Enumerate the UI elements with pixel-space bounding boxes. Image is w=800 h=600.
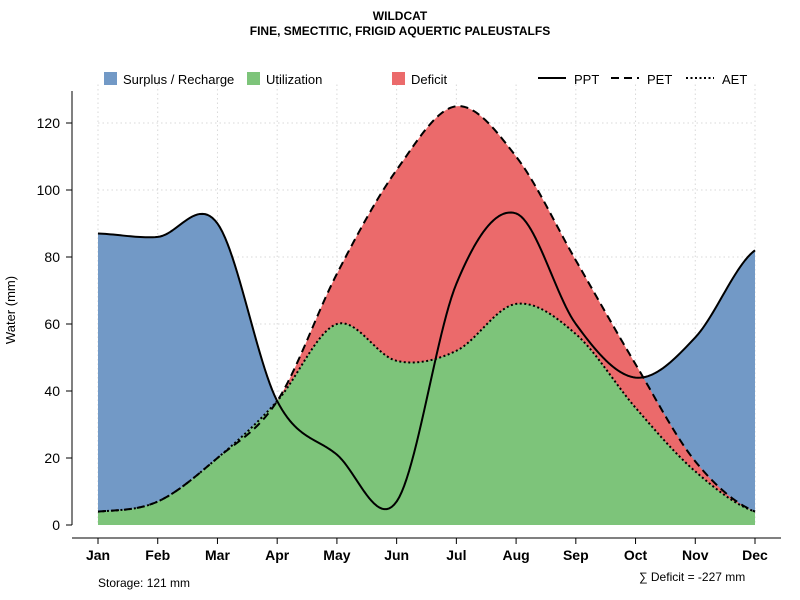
chart-title: WILDCAT [372,9,428,23]
y-tick-label: 80 [44,249,60,265]
x-tick-label: Jul [446,547,466,563]
x-tick-label: Jan [86,547,110,563]
aet-series-line [97,302,756,513]
storage-annotation: Storage: 121 mm [98,576,191,590]
x-tick-label: Jun [384,547,409,563]
ppt-series-line [97,211,756,511]
y-tick-label: 0 [52,517,60,533]
x-tick-label: Feb [145,547,170,563]
deficit-annotation: ∑ Deficit = -227 mm [639,570,746,584]
y-tick-label: 20 [44,450,60,466]
y-tick-label: 120 [37,115,61,131]
x-tick-label: Sep [563,547,589,563]
chart-subtitle: FINE, SMECTITIC, FRIGID AQUERTIC PALEUST… [249,24,551,38]
y-axis-label: Water (mm) [3,276,18,344]
legend-label: Surplus / Recharge [123,72,234,87]
y-tick-label: 60 [44,316,60,332]
x-tick-label: Oct [624,547,648,563]
legend-label: PET [647,72,672,87]
x-tick-label: May [323,547,350,563]
legend-label: Utilization [266,72,322,87]
x-tick-label: Apr [265,547,290,563]
legend-swatch-0 [104,72,117,85]
legend-swatch-1 [247,72,260,85]
x-tick-label: Mar [205,547,230,563]
legend-label: Deficit [411,72,448,87]
legend-label: AET [722,72,747,87]
y-tick-label: 100 [37,182,61,198]
legend-swatch-2 [392,72,405,85]
y-tick-label: 40 [44,383,60,399]
utilization-area [98,303,755,525]
surplus-recharge-area-upper [98,106,755,512]
legend-label: PPT [574,72,599,87]
x-tick-label: Dec [742,547,768,563]
x-tick-label: Aug [502,547,529,563]
x-tick-label: Nov [682,547,709,563]
